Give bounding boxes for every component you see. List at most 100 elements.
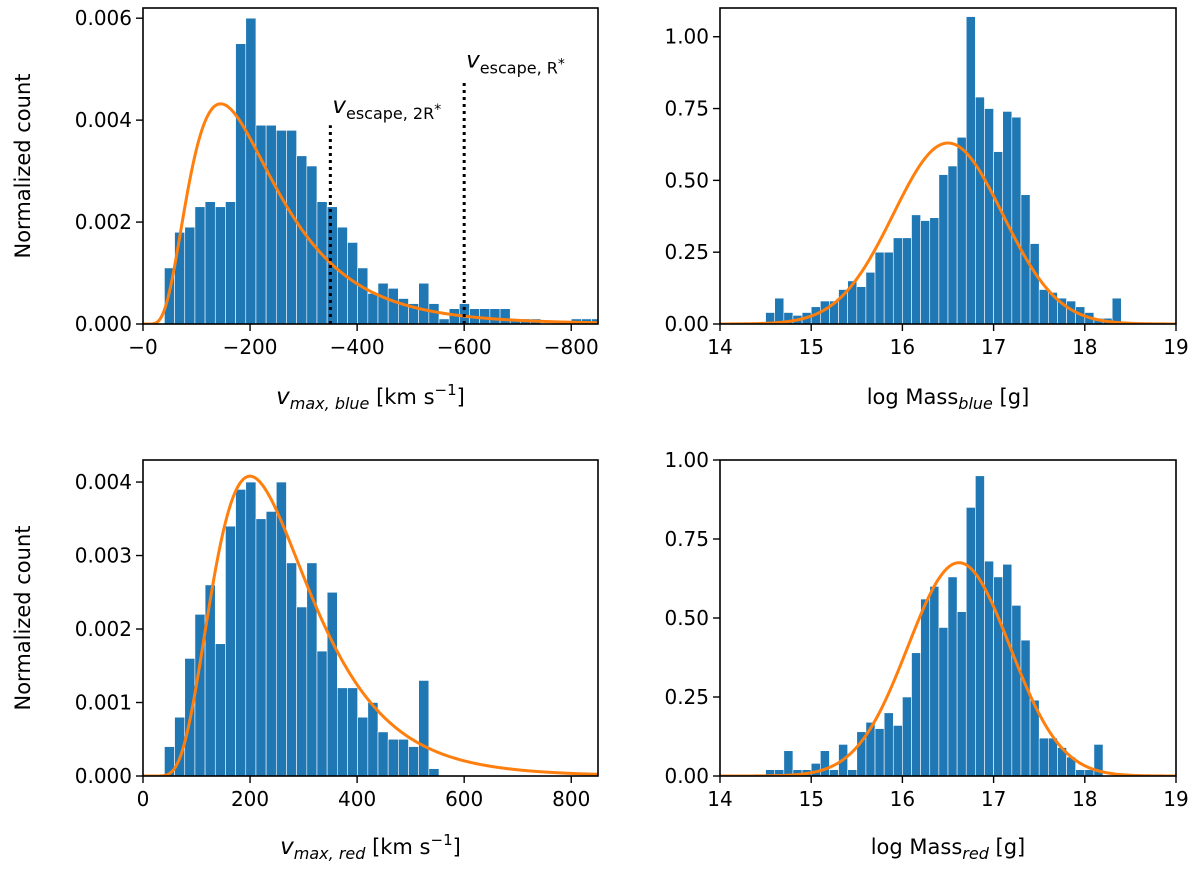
histogram-bar (947, 576, 958, 776)
y-tick-label: 0.000 (75, 764, 132, 788)
escape-velocity-label: vescape, 2R* (332, 93, 441, 123)
histogram-bar (499, 308, 511, 324)
fit-curve (720, 141, 1176, 324)
x-tick-label: 18 (1072, 335, 1097, 359)
histogram-bar (902, 696, 912, 776)
x-axis-label: log Massred [g] (871, 835, 1026, 863)
histogram-bar (214, 643, 226, 776)
histogram-bar (245, 17, 257, 324)
histogram-bar (975, 96, 985, 324)
histogram-bar (418, 282, 430, 324)
x-tick-label: 400 (338, 787, 376, 811)
histogram-bar (367, 702, 379, 776)
histogram-bar (326, 591, 338, 776)
histogram-bar (993, 151, 1004, 324)
histogram-bar (245, 481, 257, 776)
histogram-bar (929, 217, 940, 324)
axes-frame (719, 7, 1177, 325)
histogram-bar (204, 201, 216, 324)
y-tick-label: 0.002 (75, 210, 132, 234)
panel-red-velocity: 0 200 400 600 800 0.000 0.001 0.002 0.003 0.004 vm… (11, 459, 599, 863)
axes-frame (142, 459, 599, 777)
x-axis-label: vmax, red [km s−1] (280, 831, 461, 863)
histogram-bar (965, 16, 976, 324)
histogram-bar (911, 214, 921, 324)
histogram-bar (387, 288, 399, 324)
fit-curve (143, 102, 598, 324)
x-tick-label: −400 (330, 335, 385, 359)
histogram-bar (459, 303, 470, 324)
x-axis-label: vmax, blue [km s−1] (276, 381, 465, 413)
histogram-bar (874, 251, 885, 324)
histogram-bar (874, 728, 885, 776)
histogram-bar (938, 627, 949, 776)
histogram-bar (377, 282, 389, 324)
histogram-bar (387, 738, 399, 776)
histogram-bar (1011, 605, 1022, 776)
x-tick-label: 18 (1072, 787, 1097, 811)
histogram-bar (214, 206, 226, 324)
y-tick-label: 0.004 (75, 470, 132, 494)
y-tick-label: 0.004 (75, 108, 132, 132)
histogram-bar (408, 746, 419, 776)
histogram-bar (418, 680, 430, 776)
y-tick-label: 0.50 (664, 168, 709, 192)
histogram-bar (920, 598, 931, 776)
histogram-bar (489, 308, 501, 324)
y-tick-label: 0.006 (75, 6, 132, 30)
x-tick-label: 0 (137, 787, 150, 811)
y-tick-label: 0.75 (664, 527, 709, 551)
y-tick-label: 0.50 (664, 606, 709, 630)
histogram-bar (956, 136, 967, 324)
histogram-bar (883, 251, 894, 324)
histogram-bar (225, 201, 236, 324)
fit-curve (143, 474, 598, 776)
histogram-bar (856, 286, 867, 324)
axes-frame (142, 7, 599, 325)
histogram-bar (428, 768, 440, 776)
histogram-bar (1011, 116, 1022, 324)
y-tick-label: 0.000 (75, 312, 132, 336)
histogram-bar (892, 237, 903, 324)
histogram-bar (275, 130, 287, 324)
fit-curve (720, 561, 1176, 776)
histogram-bar (316, 650, 328, 776)
histogram-bar (184, 226, 196, 324)
y-axis-label: Normalized count (11, 73, 35, 258)
y-tick-label: 1.00 (664, 448, 709, 472)
histogram-bar (829, 769, 839, 776)
histogram-bar (783, 750, 794, 776)
x-tick-label: 200 (231, 787, 269, 811)
x-tick-label: −200 (223, 335, 278, 359)
x-tick-label: 19 (1163, 787, 1188, 811)
histogram-bar (947, 165, 958, 324)
x-tick-label: 19 (1163, 335, 1188, 359)
histogram-bar (1111, 297, 1122, 324)
histogram-bar (235, 43, 247, 324)
y-tick-label: 0.00 (664, 764, 709, 788)
y-tick-label: 0.25 (664, 240, 709, 264)
x-tick-label: −0 (128, 335, 157, 359)
x-tick-label: 14 (707, 787, 732, 811)
y-tick-label: 1.00 (664, 25, 709, 49)
histogram-bar (975, 475, 985, 776)
histogram-bar (902, 237, 912, 324)
x-tick-label: 16 (890, 787, 915, 811)
histogram-bar (1029, 243, 1040, 324)
histogram-bar (956, 611, 967, 776)
histogram-bar (892, 725, 903, 776)
y-tick-label: 0.00 (664, 312, 709, 336)
x-tick-label: 17 (981, 787, 1006, 811)
histogram-bar (1084, 769, 1095, 776)
y-tick-label: 0.25 (664, 685, 709, 709)
histogram-bar (357, 267, 369, 324)
histogram-bar (286, 562, 297, 776)
histogram-bar (865, 271, 876, 324)
plot-area (143, 474, 598, 776)
x-tick-label: −600 (437, 335, 492, 359)
histogram-bar (602, 304, 612, 324)
histogram-bar (398, 738, 409, 776)
y-tick-label: 0.002 (75, 617, 132, 641)
histogram-bar (367, 293, 379, 324)
